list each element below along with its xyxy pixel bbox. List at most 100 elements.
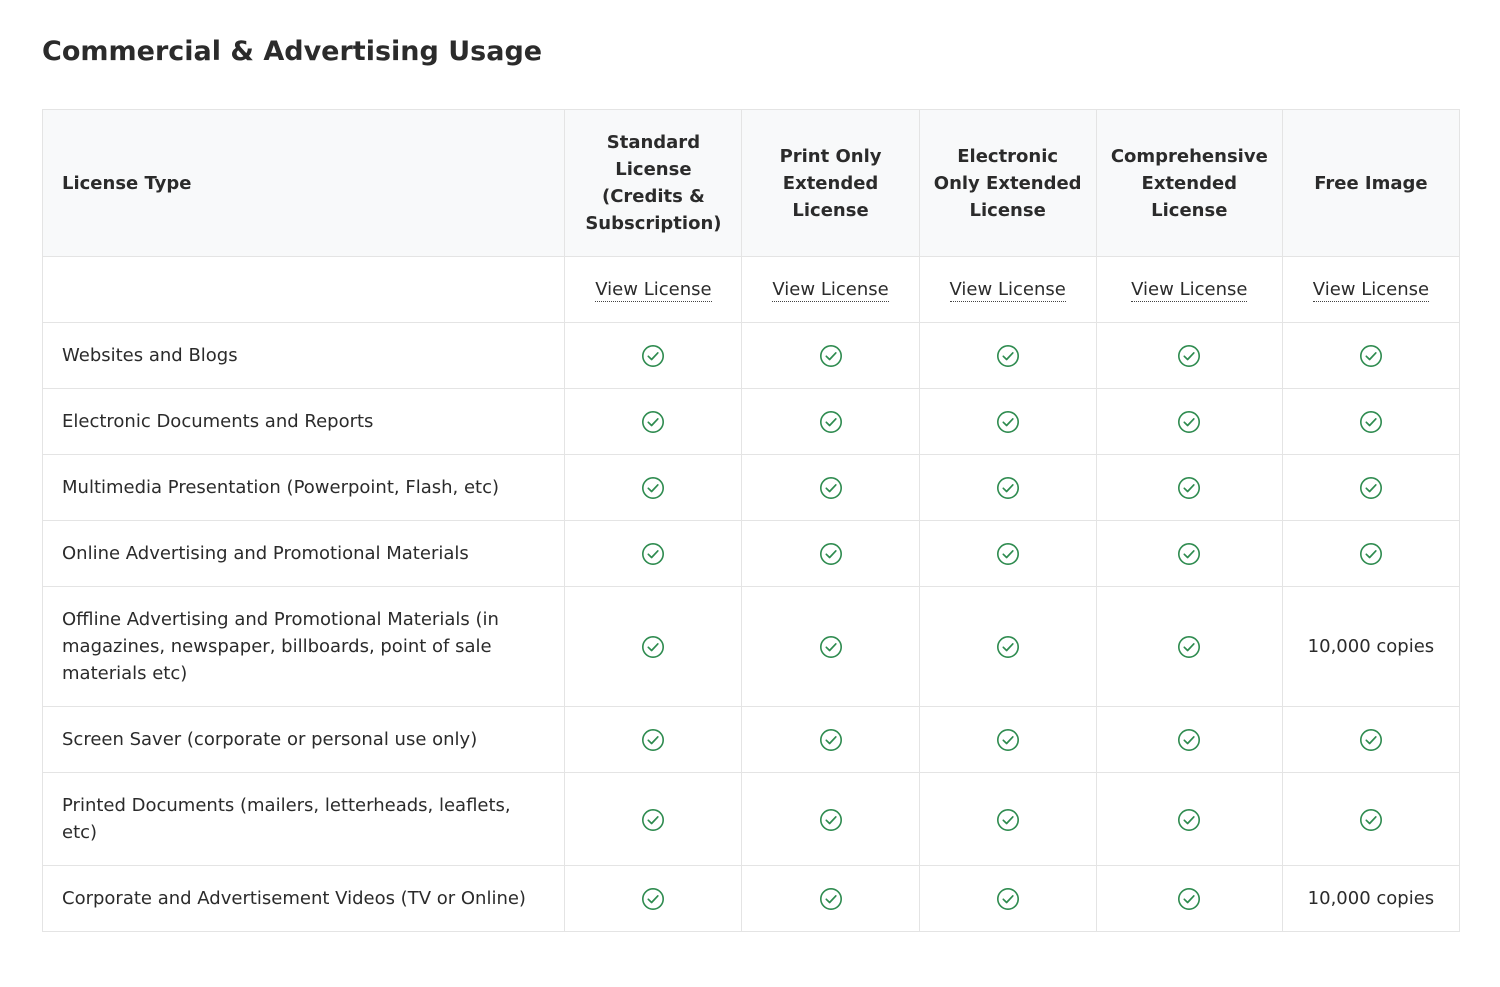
cell-free: 10,000 copies [1281, 586, 1461, 707]
cell-free [1281, 388, 1461, 455]
check-circle-icon [996, 728, 1020, 752]
license-comparison-table: License Type Standard License (Credits &… [41, 109, 1461, 932]
cell-free: 10,000 copies [1281, 865, 1461, 932]
check-circle-icon [996, 476, 1020, 500]
view-license-cell: View License [918, 256, 1097, 323]
check-circle-icon [996, 410, 1020, 434]
cell-comprehensive [1095, 706, 1283, 773]
check-circle-icon [1177, 344, 1201, 368]
cell-comprehensive [1095, 322, 1283, 389]
check-circle-icon [819, 808, 843, 832]
check-circle-icon [819, 410, 843, 434]
check-circle-icon [641, 728, 665, 752]
cell-print [741, 520, 920, 587]
copies-limit-text: 10,000 copies [1307, 636, 1435, 657]
cell-standard [564, 322, 743, 389]
cell-free [1281, 322, 1461, 389]
usage-type-label: Multimedia Presentation (Powerpoint, Fla… [41, 454, 566, 521]
cell-electronic [918, 706, 1097, 773]
cell-comprehensive [1095, 388, 1283, 455]
check-circle-icon [1359, 542, 1383, 566]
check-circle-icon [641, 635, 665, 659]
cell-electronic [918, 454, 1097, 521]
cell-standard [564, 520, 743, 587]
table-header-row: License Type Standard License (Credits &… [41, 109, 1461, 257]
cell-print [741, 388, 920, 455]
check-circle-icon [1177, 635, 1201, 659]
table-row: Offline Advertising and Promotional Mate… [41, 586, 1461, 707]
usage-type-label: Websites and Blogs [41, 322, 566, 389]
check-circle-icon [641, 542, 665, 566]
check-circle-icon [641, 344, 665, 368]
check-circle-icon [1177, 542, 1201, 566]
cell-print [741, 322, 920, 389]
usage-type-label: Corporate and Advertisement Videos (TV o… [41, 865, 566, 932]
view-license-link-electronic[interactable]: View License [949, 279, 1066, 302]
cell-comprehensive [1095, 586, 1283, 707]
check-circle-icon [996, 344, 1020, 368]
cell-standard [564, 586, 743, 707]
cell-standard [564, 865, 743, 932]
cell-standard [564, 388, 743, 455]
view-license-link-comprehensive[interactable]: View License [1131, 279, 1248, 302]
table-row: Screen Saver (corporate or personal use … [41, 706, 1461, 773]
usage-type-label: Screen Saver (corporate or personal use … [41, 706, 566, 773]
cell-free [1281, 454, 1461, 521]
check-circle-icon [641, 887, 665, 911]
check-circle-icon [996, 808, 1020, 832]
check-circle-icon [1177, 728, 1201, 752]
check-circle-icon [1359, 476, 1383, 500]
check-circle-icon [1177, 887, 1201, 911]
check-circle-icon [819, 344, 843, 368]
view-license-link-standard[interactable]: View License [595, 279, 712, 302]
usage-type-label: Offline Advertising and Promotional Mate… [41, 586, 566, 707]
cell-standard [564, 706, 743, 773]
view-license-row: View License View License View License V… [41, 256, 1461, 323]
page-title: Commercial & Advertising Usage [42, 36, 543, 67]
check-circle-icon [641, 476, 665, 500]
view-license-link-free[interactable]: View License [1312, 279, 1430, 302]
cell-print [741, 772, 920, 866]
view-license-cell: View License [1281, 256, 1461, 323]
cell-electronic [918, 586, 1097, 707]
table-row: Multimedia Presentation (Powerpoint, Fla… [41, 454, 1461, 521]
table-row: Electronic Documents and Reports [41, 388, 1461, 455]
column-header-print: Print Only Extended License [741, 109, 920, 257]
column-header-comprehensive: Comprehensive Extended License [1095, 109, 1283, 257]
check-circle-icon [996, 635, 1020, 659]
check-circle-icon [641, 410, 665, 434]
check-circle-icon [1359, 808, 1383, 832]
cell-print [741, 865, 920, 932]
column-header-free: Free Image [1281, 109, 1461, 257]
usage-type-label: Online Advertising and Promotional Mater… [41, 520, 566, 587]
check-circle-icon [819, 887, 843, 911]
table-row: Printed Documents (mailers, letterheads,… [41, 772, 1461, 866]
table-row: Websites and Blogs [41, 322, 1461, 389]
cell-free [1281, 706, 1461, 773]
cell-comprehensive [1095, 454, 1283, 521]
check-circle-icon [996, 542, 1020, 566]
check-circle-icon [819, 542, 843, 566]
check-circle-icon [819, 476, 843, 500]
table-row: Corporate and Advertisement Videos (TV o… [41, 865, 1461, 932]
cell-electronic [918, 388, 1097, 455]
check-circle-icon [1177, 476, 1201, 500]
cell-print [741, 454, 920, 521]
cell-electronic [918, 865, 1097, 932]
cell-electronic [918, 322, 1097, 389]
cell-comprehensive [1095, 520, 1283, 587]
check-circle-icon [641, 808, 665, 832]
check-circle-icon [819, 635, 843, 659]
usage-type-label: Printed Documents (mailers, letterheads,… [41, 772, 566, 866]
copies-limit-text: 10,000 copies [1307, 888, 1435, 909]
check-circle-icon [996, 887, 1020, 911]
usage-type-label: Electronic Documents and Reports [41, 388, 566, 455]
column-header-standard: Standard License (Credits & Subscription… [564, 109, 743, 257]
view-license-cell: View License [1095, 256, 1283, 323]
check-circle-icon [1359, 344, 1383, 368]
cell-free [1281, 772, 1461, 866]
check-circle-icon [1359, 410, 1383, 434]
cell-standard [564, 772, 743, 866]
view-license-link-print[interactable]: View License [772, 279, 889, 302]
check-circle-icon [1359, 728, 1383, 752]
